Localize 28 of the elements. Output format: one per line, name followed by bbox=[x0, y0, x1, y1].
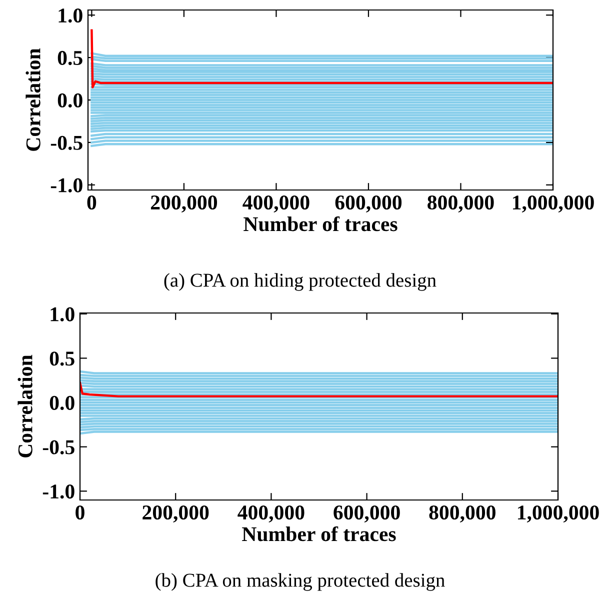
text: (b) CPA on masking protected design bbox=[156, 573, 445, 591]
y-tick-label: -0.5 bbox=[50, 136, 82, 150]
y-axis-title: Correlation bbox=[18, 354, 32, 458]
x-tick-label: 600,000 bbox=[334, 505, 400, 523]
y-tick-label: -1.0 bbox=[42, 484, 74, 499]
y-tick-label: 0.0 bbox=[50, 396, 74, 410]
x-tick-label: 1,000,000 bbox=[513, 195, 594, 213]
y-tick-label: 1.0 bbox=[50, 307, 74, 322]
x-axis-title: Number of traces bbox=[242, 526, 396, 542]
y-tick-label: 0.0 bbox=[58, 93, 82, 108]
y-tick-label: -0.5 bbox=[42, 440, 74, 454]
y-tick-label: -1.0 bbox=[50, 178, 82, 192]
x-tick-label: 800,000 bbox=[429, 505, 496, 523]
y-tick-label: 1.0 bbox=[58, 8, 82, 23]
x-tick-label: 400,000 bbox=[238, 505, 304, 523]
x-tick-label: 400,000 bbox=[242, 195, 310, 213]
x-tick-label: 200,000 bbox=[142, 505, 209, 523]
y-tick-label: 0.5 bbox=[58, 50, 82, 66]
y-axis-title: Correlation bbox=[26, 48, 40, 151]
x-tick-label: 600,000 bbox=[335, 195, 402, 213]
y-tick-label: 0.5 bbox=[50, 352, 74, 366]
text: (a) CPA on hiding protected design bbox=[164, 273, 436, 291]
x-tick-label: 0 bbox=[76, 505, 84, 520]
x-tick-label: 800,000 bbox=[428, 195, 494, 213]
x-tick-label: 1,000,000 bbox=[518, 505, 599, 523]
x-axis-title: Number of traces bbox=[244, 216, 398, 232]
x-tick-label: 200,000 bbox=[150, 195, 218, 213]
x-tick-label: 0 bbox=[87, 195, 96, 210]
